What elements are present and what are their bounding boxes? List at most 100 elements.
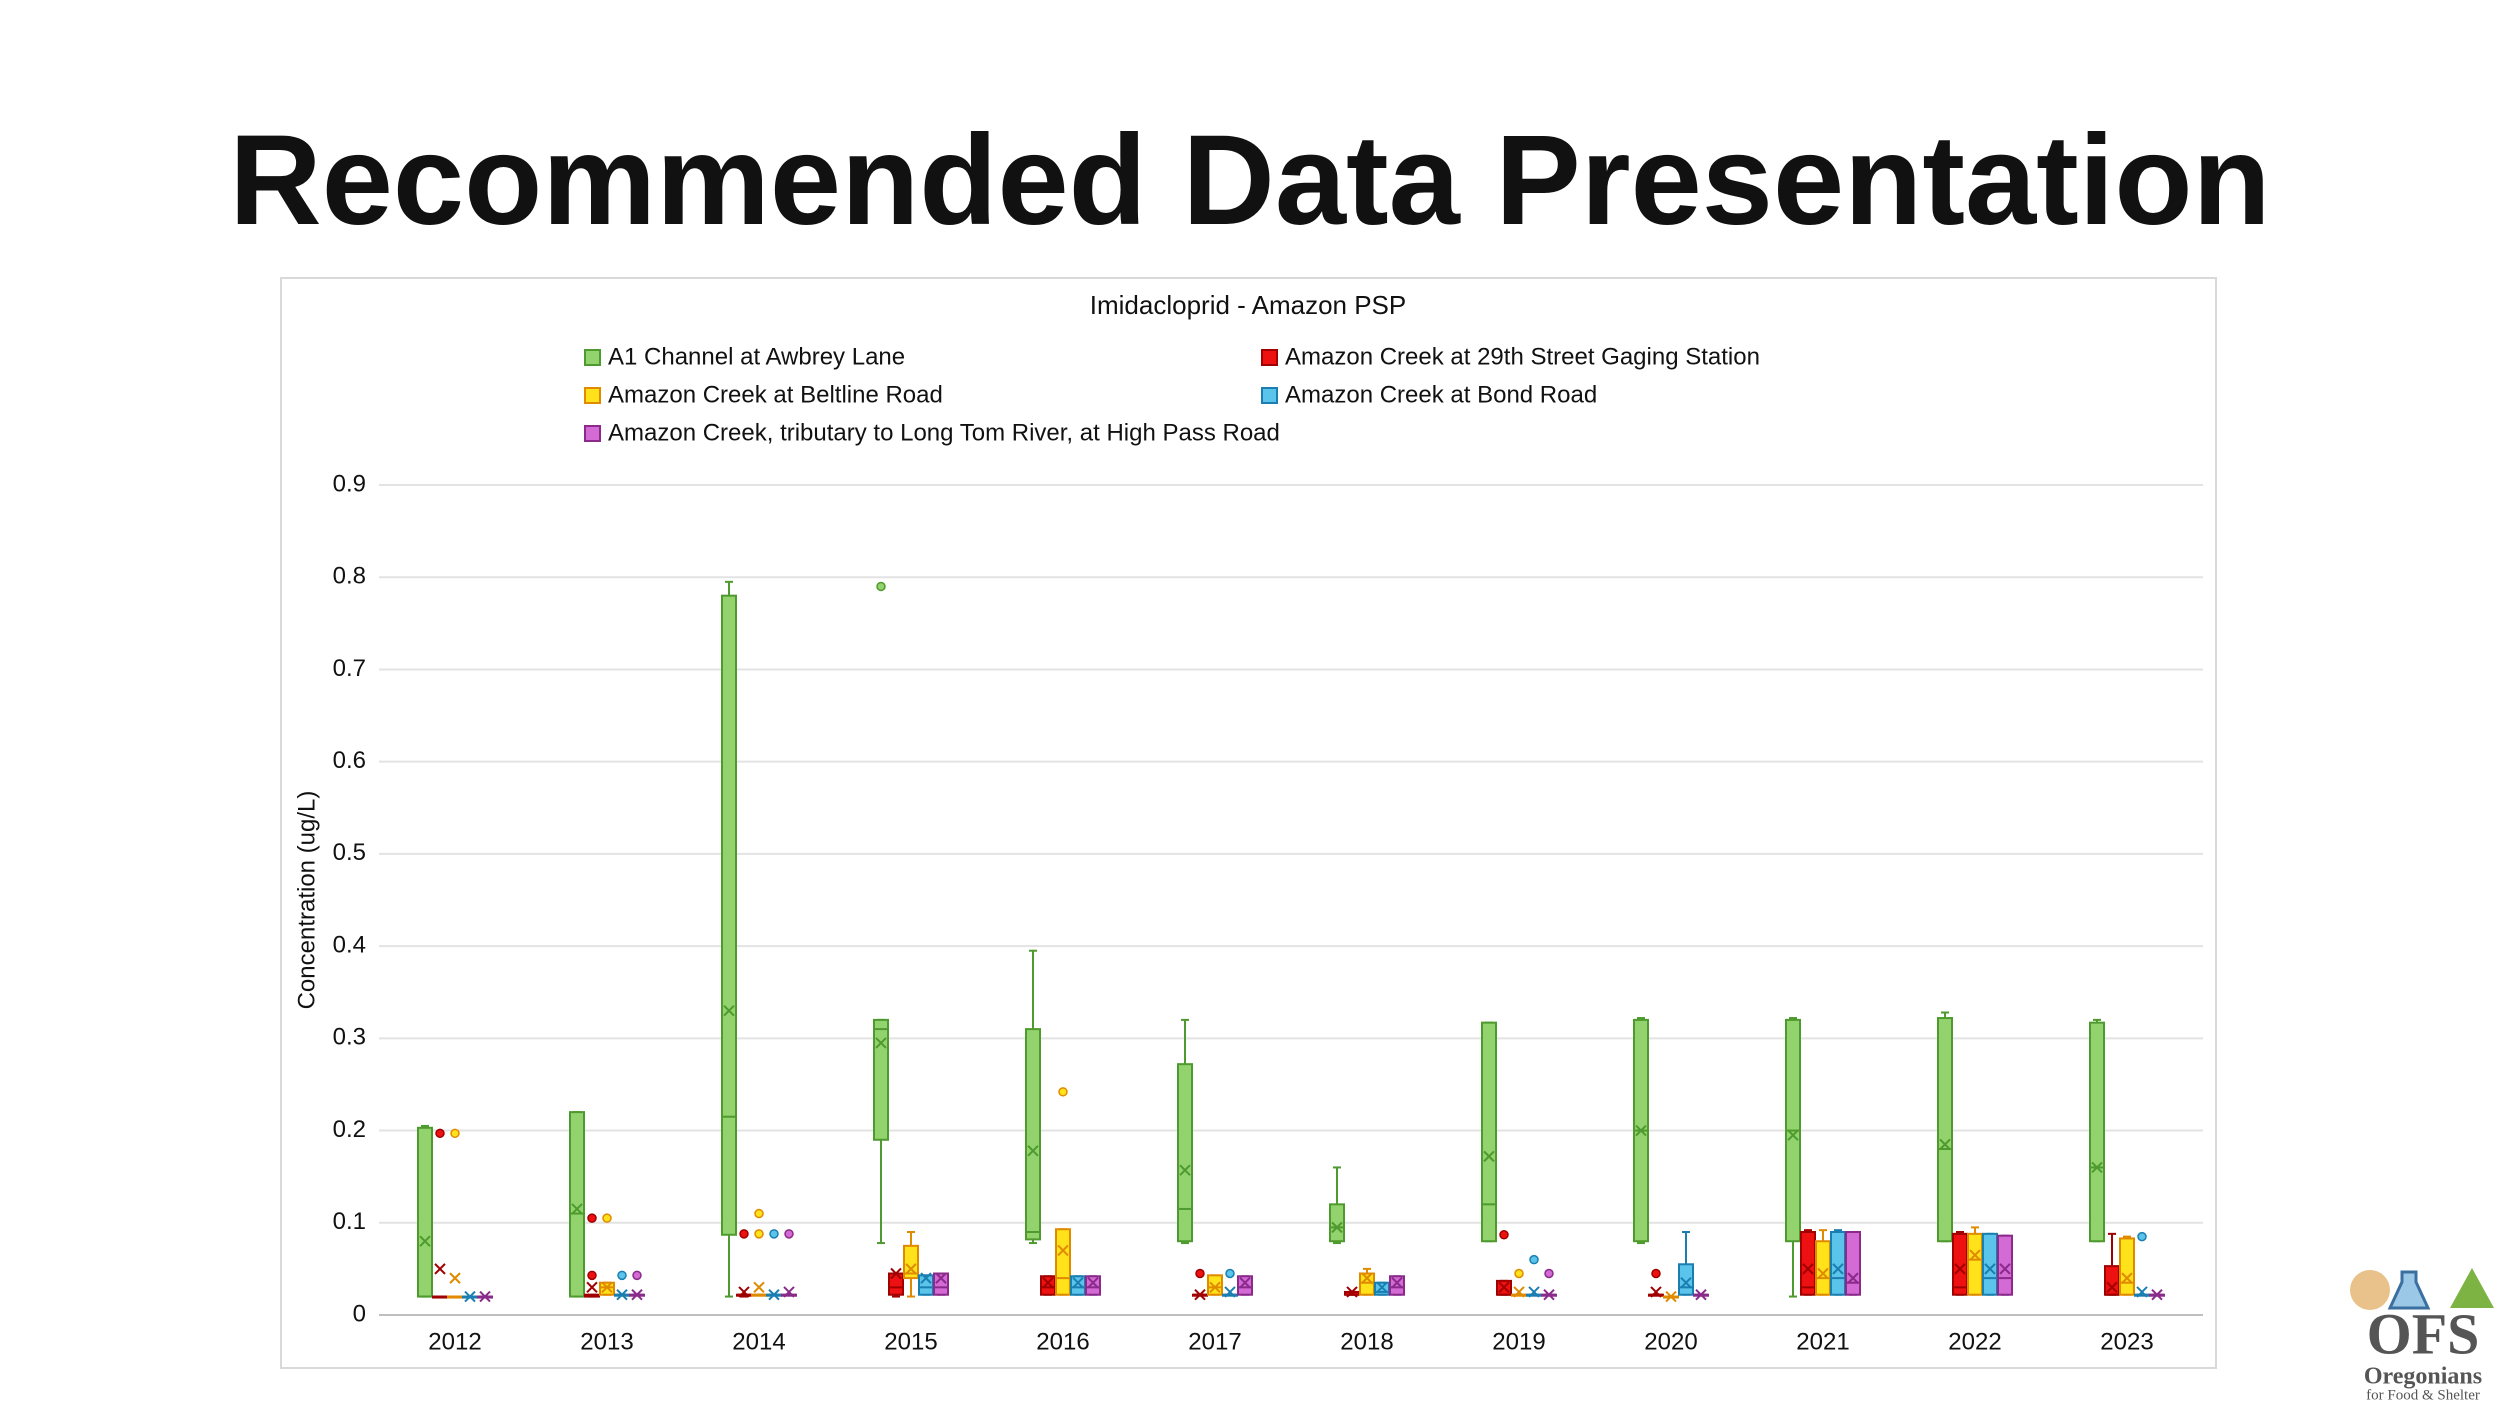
legend-swatch <box>584 387 601 404</box>
mean-marker <box>449 1272 461 1284</box>
box <box>1845 1231 1861 1296</box>
x-tick-label: 2021 <box>1796 1328 1849 1355</box>
mean-marker <box>616 1289 628 1301</box>
box <box>1177 1063 1193 1243</box>
mean-marker <box>783 1286 795 1298</box>
slide-title: Recommended Data Presentation <box>229 109 2270 252</box>
outlier <box>784 1229 794 1239</box>
outlier <box>602 1213 612 1223</box>
x-tick-label: 2017 <box>1188 1328 1241 1355</box>
box <box>1800 1231 1816 1296</box>
outlier <box>435 1128 445 1139</box>
outlier <box>1499 1230 1509 1240</box>
mean-marker <box>1027 1145 1039 1157</box>
box <box>1967 1232 1983 1296</box>
mean-marker <box>586 1281 598 1294</box>
box <box>1359 1272 1375 1296</box>
mean-marker <box>1194 1289 1206 1301</box>
outlier <box>739 1229 749 1239</box>
logo-icon <box>2387 1270 2431 1310</box>
legend-label: Amazon Creek at 29th Street Gaging Stati… <box>1285 343 1760 370</box>
x-tick-label: 2013 <box>580 1328 633 1355</box>
x-tick-label: 2023 <box>2100 1328 2153 1355</box>
x-tick-label: 2016 <box>1036 1328 1089 1355</box>
x-tick-label: 2022 <box>1948 1328 2001 1355</box>
chart-frame <box>280 277 2217 1369</box>
mean-marker <box>1391 1277 1403 1289</box>
mean-marker <box>1543 1289 1555 1301</box>
x-tick-label: 2012 <box>428 1328 481 1355</box>
mean-marker <box>1787 1129 1799 1141</box>
box <box>2089 1021 2105 1243</box>
mean-marker <box>2136 1286 2148 1298</box>
box <box>1481 1021 1497 1243</box>
box <box>1025 1028 1041 1241</box>
x-tick-label: 2014 <box>732 1328 785 1355</box>
outlier <box>1651 1268 1661 1279</box>
logo-tagline: for Food & Shelter <box>2366 1387 2480 1403</box>
outlier <box>587 1270 597 1281</box>
y-tick-label: 0.3 <box>333 1024 366 1051</box>
mean-marker <box>1695 1289 1707 1301</box>
y-tick-label: 0 <box>353 1300 366 1327</box>
box <box>1085 1275 1101 1296</box>
outlier <box>1225 1268 1235 1279</box>
mean-marker <box>2106 1281 2118 1294</box>
logo-name: Oregonians <box>2364 1364 2482 1390</box>
mean-marker <box>571 1203 583 1215</box>
mean-marker <box>1680 1277 1692 1289</box>
mean-marker <box>1513 1286 1525 1298</box>
chart-title: Imidacloprid - Amazon PSP <box>1090 290 1406 320</box>
mean-marker <box>723 1004 735 1017</box>
mean-marker <box>464 1290 476 1303</box>
outlier <box>1058 1087 1068 1097</box>
logo: OFS Oregonians for Food & Shelter <box>2350 1268 2494 1403</box>
mean-marker <box>1057 1244 1069 1257</box>
x-tick-label: 2020 <box>1644 1328 1697 1355</box>
mean-marker <box>875 1037 887 1049</box>
mean-marker <box>1331 1221 1343 1234</box>
box <box>569 1111 585 1298</box>
mean-marker <box>1635 1124 1647 1137</box>
mean-marker <box>1346 1286 1358 1298</box>
outlier <box>769 1229 779 1239</box>
mean-marker <box>1817 1267 1829 1280</box>
mean-marker <box>419 1235 431 1247</box>
mean-marker <box>738 1286 750 1298</box>
outlier <box>754 1208 764 1219</box>
mean-marker <box>479 1290 491 1303</box>
mean-marker <box>2121 1272 2133 1284</box>
mean-marker <box>1847 1272 1859 1284</box>
outlier <box>632 1270 642 1281</box>
outlier <box>450 1128 460 1139</box>
legend-swatch <box>1261 387 1278 404</box>
logo-mark: OFS <box>2367 1301 2480 1366</box>
mean-marker <box>1179 1164 1191 1176</box>
outlier <box>1544 1268 1554 1279</box>
mean-marker <box>1528 1286 1540 1298</box>
mean-marker <box>1939 1138 1951 1151</box>
x-tick-label: 2019 <box>1492 1328 1545 1355</box>
outlier <box>2137 1231 2147 1242</box>
y-tick-label: 0.5 <box>333 839 366 866</box>
mean-marker <box>2151 1289 2163 1301</box>
mean-marker <box>434 1263 446 1275</box>
legend-label: Amazon Creek, tributary to Long Tom Rive… <box>608 419 1280 446</box>
legend-label: Amazon Creek at Bond Road <box>1285 381 1597 408</box>
mean-marker <box>1999 1263 2011 1275</box>
y-tick-label: 0.6 <box>333 747 366 774</box>
mean-marker <box>890 1267 902 1280</box>
box <box>1815 1240 1831 1296</box>
y-tick-label: 0.9 <box>333 470 366 497</box>
box <box>1389 1275 1405 1296</box>
y-tick-label: 0.1 <box>333 1208 366 1235</box>
box <box>2104 1265 2120 1296</box>
legend-swatch <box>584 349 601 366</box>
mean-marker <box>1209 1281 1221 1294</box>
box <box>888 1272 904 1296</box>
mean-marker <box>1361 1272 1373 1284</box>
mean-marker <box>935 1272 947 1284</box>
mean-marker <box>1969 1249 1981 1261</box>
